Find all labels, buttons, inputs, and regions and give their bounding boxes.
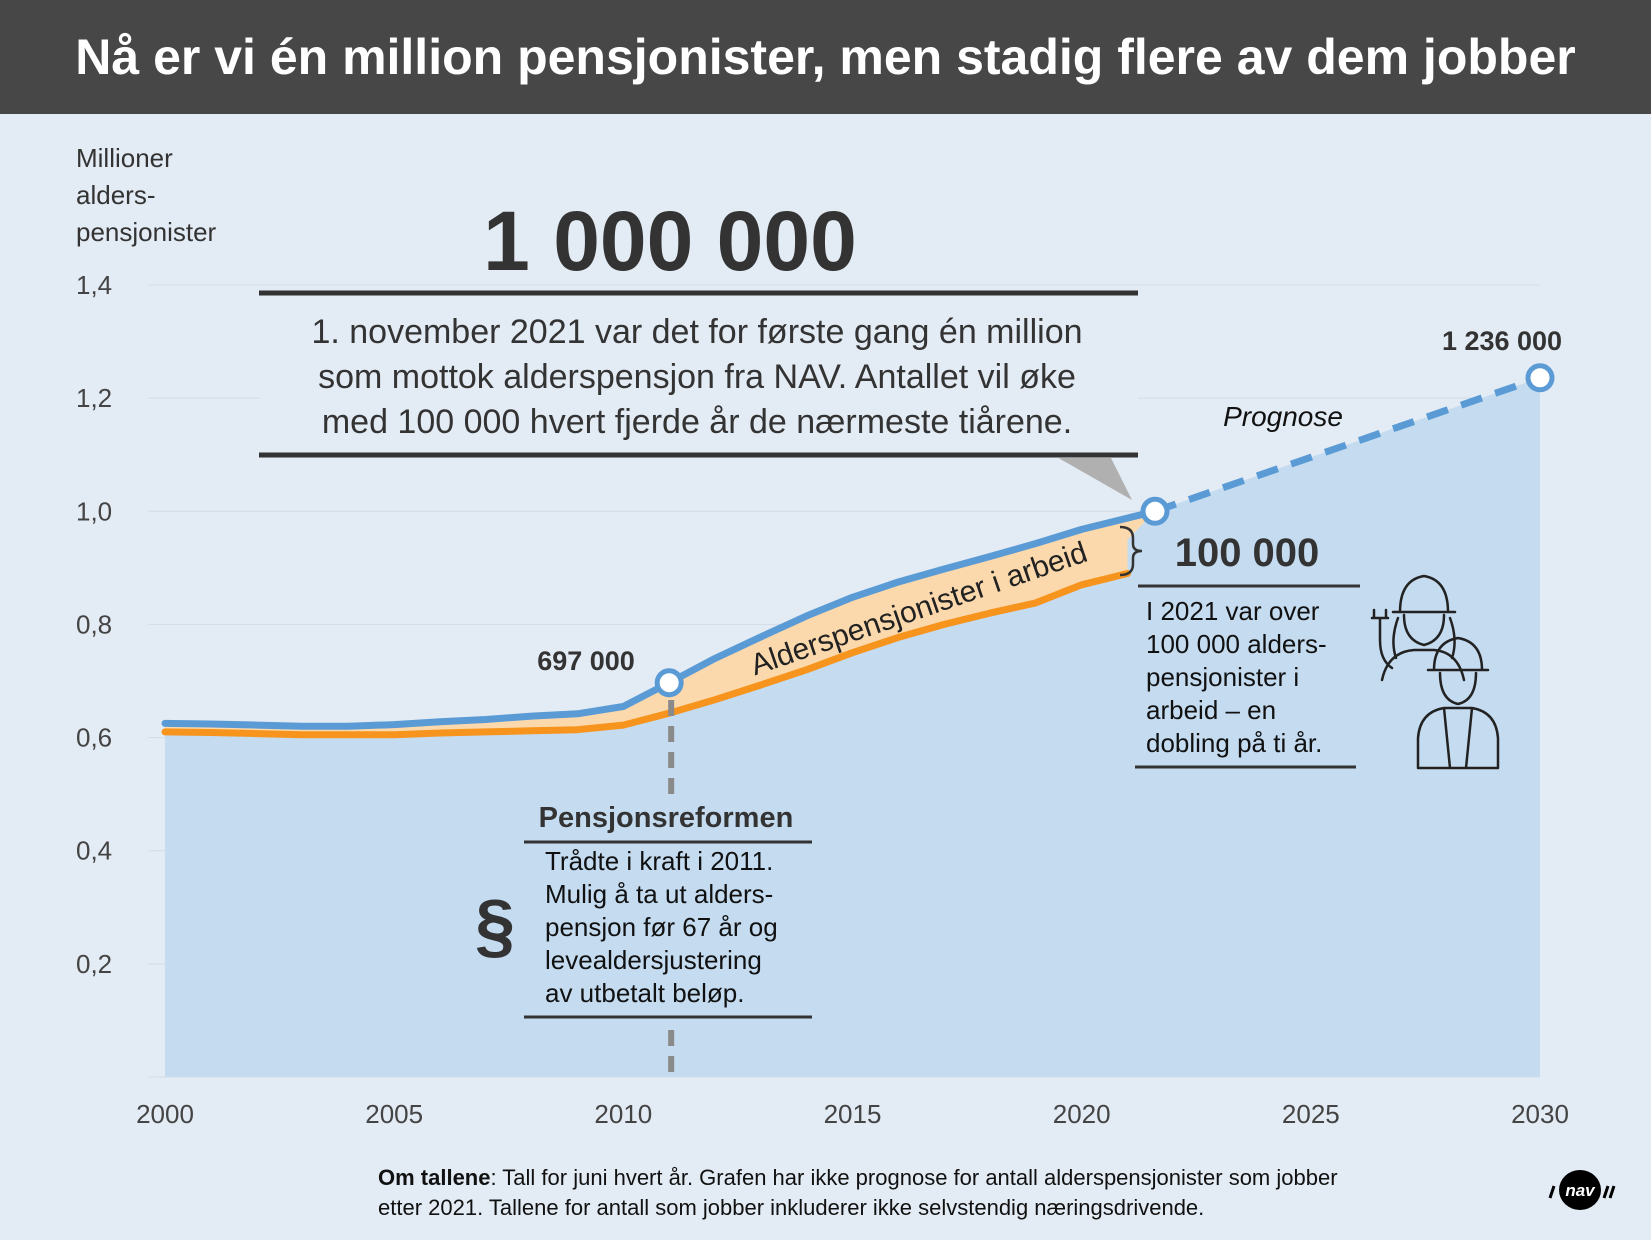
million-text-line: 1. november 2021 var det for første gang… bbox=[311, 313, 1082, 351]
working-line bbox=[161, 570, 1131, 739]
total-line bbox=[161, 507, 1159, 730]
workers-icon bbox=[1370, 574, 1500, 770]
y-axis-label-line: alders- bbox=[76, 180, 155, 210]
chart-lines bbox=[161, 363, 1555, 1077]
footnote-bold: Om tallene bbox=[378, 1165, 491, 1190]
reform-text-line: pensjon før 67 år og bbox=[545, 912, 778, 942]
working-text-line: dobling på ti år. bbox=[1146, 728, 1322, 758]
face-man bbox=[1438, 671, 1478, 706]
working-text-line: 100 000 alders- bbox=[1146, 629, 1327, 659]
plug-icon bbox=[1370, 608, 1394, 670]
y-tick-label: 1,0 bbox=[76, 496, 112, 526]
helmet-man bbox=[1426, 636, 1490, 672]
marker-2011 bbox=[654, 668, 684, 698]
x-tick-label: 2000 bbox=[136, 1099, 194, 1129]
y-tick-label: 0,2 bbox=[76, 949, 112, 979]
x-tick-label: 2010 bbox=[594, 1099, 652, 1129]
million-value: 1 000 000 bbox=[483, 194, 857, 288]
y-axis-label: Millioner alders-pensjonister bbox=[76, 143, 217, 247]
helmet-woman bbox=[1391, 574, 1457, 614]
reform-title: Pensjonsreformen bbox=[539, 802, 794, 834]
reform-text-line: Mulig å ta ut alders- bbox=[545, 879, 773, 909]
x-tick-label: 2020 bbox=[1053, 1099, 1111, 1129]
brace bbox=[1119, 525, 1143, 577]
value-2030: 1 236 000 bbox=[1442, 326, 1562, 356]
y-axis-label-line: Millioner bbox=[76, 143, 173, 173]
reform-text-line: Trådte i kraft i 2011. bbox=[545, 846, 773, 876]
y-axis-label-line: pensjonister bbox=[76, 217, 217, 247]
x-tick-label: 2015 bbox=[824, 1099, 882, 1129]
working-text-line: pensjonister i bbox=[1146, 662, 1299, 692]
nav-logo-text: nav bbox=[1565, 1181, 1596, 1200]
chart-ticks: 0,2 0,4 0,6 0,8 1,0 1,2 1,4 2000 2005 2010 2015 202… bbox=[76, 270, 1569, 1129]
page-title: Nå er vi én million pensjonister, men st… bbox=[75, 29, 1576, 85]
chart: 0,2 0,4 0,6 0,8 1,0 1,2 1,4 2000 2005 2010 2015 202… bbox=[76, 143, 1569, 1129]
million-text-line: som mottok alderspensjon fra NAV. Antall… bbox=[318, 358, 1076, 396]
nav-logo-icon: nav bbox=[1548, 1170, 1616, 1210]
y-tick-label: 0,8 bbox=[76, 609, 112, 639]
paragraph-symbol: § bbox=[475, 886, 515, 966]
header-bar bbox=[0, 0, 1651, 114]
reform-text-line: levealdersjustering bbox=[545, 945, 762, 975]
prognosis-label: Prognose bbox=[1223, 401, 1343, 432]
y-tick-label: 0,4 bbox=[76, 836, 112, 866]
face-woman bbox=[1402, 613, 1446, 647]
total-area bbox=[165, 377, 1540, 1077]
y-tick-label: 0,6 bbox=[76, 723, 112, 753]
marker-2030 bbox=[1525, 363, 1555, 393]
million-text-line: med 100 000 hvert fjerde år de nærmeste … bbox=[322, 403, 1072, 441]
working-text-line: arbeid – en bbox=[1146, 695, 1276, 725]
working-value: 100 000 bbox=[1175, 531, 1320, 575]
marker-2021 bbox=[1140, 496, 1170, 526]
million-box bbox=[260, 290, 1138, 458]
working-text-line: I 2021 var over bbox=[1146, 596, 1320, 626]
x-tick-label: 2005 bbox=[365, 1099, 423, 1129]
footnote-text: : Tall for juni hvert år. Grafen har ikk… bbox=[378, 1165, 1338, 1220]
footnote: Om tallene: Tall for juni hvert år. Graf… bbox=[378, 1163, 1378, 1223]
x-tick-label: 2025 bbox=[1282, 1099, 1340, 1129]
reform-text-line: av utbetalt beløp. bbox=[545, 978, 744, 1008]
prognosis-line bbox=[1153, 374, 1542, 515]
body-man bbox=[1416, 706, 1500, 770]
callout-pointer bbox=[1055, 456, 1132, 500]
x-tick-label: 2030 bbox=[1511, 1099, 1569, 1129]
y-tick-label: 1,2 bbox=[76, 383, 112, 413]
chart-annotations: 1 000 000 1. november 2021 var det for fø… bbox=[259, 194, 1562, 1019]
y-tick-label: 1,4 bbox=[76, 270, 112, 300]
value-2011: 697 000 bbox=[537, 646, 635, 676]
